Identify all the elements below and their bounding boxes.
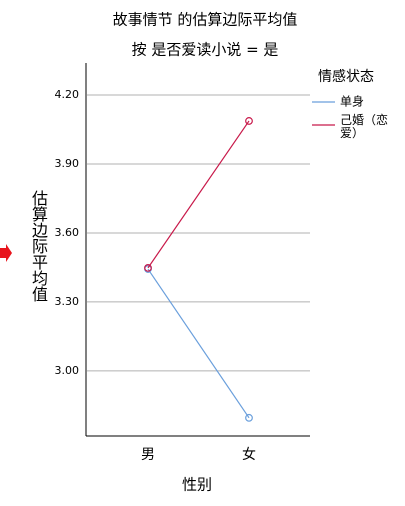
y-tick-label: 4.20 [55, 88, 80, 101]
legend-title: 情感状态 [318, 68, 374, 85]
y-axis-label: 估算边际平均值 [29, 190, 48, 302]
y-tick-label: 3.60 [55, 226, 80, 239]
x-axis-label: 性别 [182, 476, 212, 494]
y-tick-label: 3.00 [55, 364, 80, 377]
y-tick-label: 3.90 [55, 157, 80, 170]
chart-title: 故事情节 的估算边际平均值 [113, 11, 298, 29]
x-tick-label: 男 [141, 447, 155, 463]
series-line [147, 268, 250, 419]
legend-label: 己婚（恋爱） [340, 113, 389, 140]
point-marker [245, 117, 253, 125]
chart-subtitle: 按 是否爱读小说 = 是 [132, 41, 279, 59]
series-line [147, 120, 250, 269]
arrow-marker [0, 244, 12, 262]
y-tick-label: 3.30 [55, 295, 80, 308]
x-tick-label: 女 [242, 446, 256, 463]
legend-label: 单身 [340, 94, 364, 109]
point-marker [144, 263, 152, 272]
point-marker [245, 413, 253, 422]
